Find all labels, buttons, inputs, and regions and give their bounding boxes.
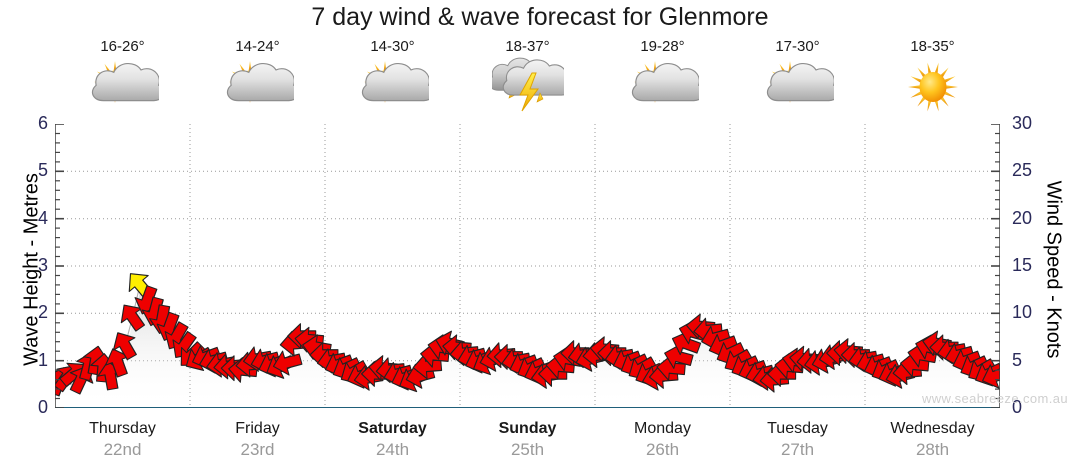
left-tick-0: 0 xyxy=(37,397,48,417)
sun-icon xyxy=(897,57,969,119)
left-tick-5: 5 xyxy=(37,160,48,181)
day-label-monday: Monday 26th xyxy=(595,418,730,461)
right-tick-0: 0 xyxy=(1012,397,1023,417)
day-name: Wednesday xyxy=(890,420,975,437)
day-header-strip: 16-26° 14-24° xyxy=(55,38,1000,124)
day-name: Saturday xyxy=(358,420,427,437)
plot-area xyxy=(55,124,1000,408)
left-tick-2: 2 xyxy=(37,302,48,323)
left-tick-4: 4 xyxy=(37,207,48,228)
right-tick-5: 5 xyxy=(1012,349,1023,370)
day-label-friday: Friday 23rd xyxy=(190,418,325,461)
day-date: 24th xyxy=(375,440,410,459)
day-date: 22nd xyxy=(103,440,142,459)
day-header-tuesday: 17-30° xyxy=(730,38,865,124)
left-tick-6: 6 xyxy=(37,113,48,133)
sun-behind-cloud-icon xyxy=(87,57,164,119)
day-label-sunday: Sunday 25th xyxy=(460,418,595,461)
temperature-range: 19-28° xyxy=(640,38,685,55)
day-label-strip: Thursday 22nd Friday 23rd Saturday 24th Sunday… xyxy=(55,418,1000,473)
day-header-saturday: 14-30° xyxy=(325,38,460,124)
sun-behind-cloud-icon xyxy=(762,57,839,119)
right-tick-20: 20 xyxy=(1012,207,1033,228)
day-header-thursday: 16-26° xyxy=(55,38,190,124)
forecast-plot-svg xyxy=(55,124,1000,408)
thunderstorm-icon xyxy=(488,57,571,119)
day-header-wednesday: 18-35° xyxy=(865,38,1000,124)
day-header-monday: 19-28° xyxy=(595,38,730,124)
temperature-range: 18-37° xyxy=(505,38,550,55)
day-name: Thursday xyxy=(89,420,156,437)
right-tick-30: 30 xyxy=(1012,113,1033,133)
temperature-range: 16-26° xyxy=(100,38,145,55)
page-title: 7 day wind & wave forecast for Glenmore xyxy=(311,3,769,31)
temperature-range: 17-30° xyxy=(775,38,820,55)
day-date: 25th xyxy=(510,440,545,459)
watermark: www.seabreeze.com.au xyxy=(921,391,1068,406)
day-date: 26th xyxy=(645,440,680,459)
right-tick-25: 25 xyxy=(1012,160,1033,181)
day-name: Monday xyxy=(634,420,691,437)
right-tick-10: 10 xyxy=(1012,302,1033,323)
day-header-sunday: 18-37° xyxy=(460,38,595,124)
temperature-range: 14-24° xyxy=(235,38,280,55)
day-name: Friday xyxy=(235,420,280,437)
day-name: Sunday xyxy=(498,420,557,437)
day-label-tuesday: Tuesday 27th xyxy=(730,418,865,461)
day-date: 28th xyxy=(915,440,950,459)
day-label-thursday: Thursday 22nd xyxy=(55,418,190,461)
day-name: Tuesday xyxy=(767,420,828,437)
day-label-wednesday: Wednesday 28th xyxy=(865,418,1000,461)
left-tick-1: 1 xyxy=(37,349,48,370)
day-date: 27th xyxy=(780,440,815,459)
day-date: 23rd xyxy=(240,440,275,459)
left-tick-3: 3 xyxy=(37,255,48,275)
day-header-friday: 14-24° xyxy=(190,38,325,124)
sun-behind-cloud-icon xyxy=(357,57,434,119)
right-tick-15: 15 xyxy=(1012,255,1033,275)
temperature-range: 14-30° xyxy=(370,38,415,55)
sun-behind-cloud-icon xyxy=(222,57,299,119)
temperature-range: 18-35° xyxy=(910,38,955,55)
day-label-saturday: Saturday 24th xyxy=(325,418,460,461)
sun-behind-cloud-icon xyxy=(627,57,704,119)
